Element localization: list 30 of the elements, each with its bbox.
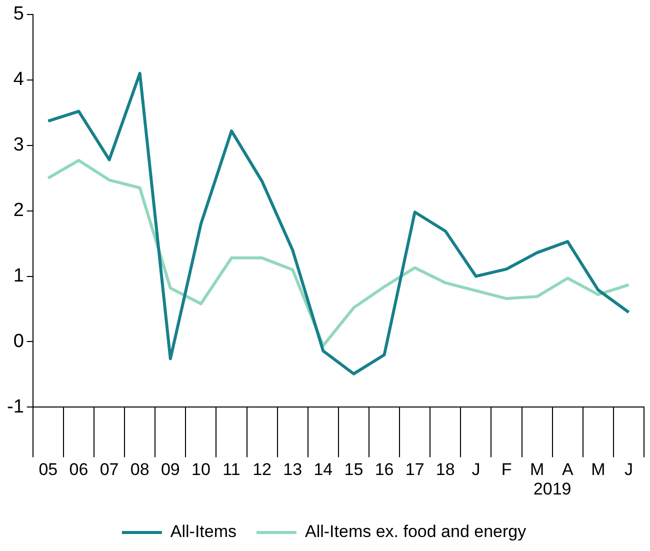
y-tick-label: 4 bbox=[13, 69, 24, 90]
text: 2019 bbox=[533, 480, 572, 499]
y-tick-label: 0 bbox=[13, 330, 24, 352]
x-tick-label: M bbox=[591, 460, 606, 480]
x-tick-label: 16 bbox=[374, 460, 394, 480]
x-tick-label: 08 bbox=[130, 460, 150, 480]
y-tick-label: 1 bbox=[13, 266, 24, 286]
x-tick-label: 18 bbox=[436, 460, 455, 480]
x-tick-label: 10 bbox=[191, 460, 210, 480]
x-tick-label: M bbox=[530, 460, 544, 480]
x-tick-label: 07 bbox=[100, 460, 119, 480]
legend-label: All-Items bbox=[170, 522, 237, 542]
x-tick-label: 15 bbox=[344, 460, 364, 480]
legend-label: All-Items ex. food and energy bbox=[305, 522, 527, 542]
x-tick-label: 11 bbox=[222, 460, 240, 480]
x-tick-label: 13 bbox=[283, 460, 302, 480]
x-tick-label: 09 bbox=[160, 460, 180, 480]
x-tick-label: J bbox=[472, 460, 480, 480]
x-tick-label: J bbox=[624, 460, 633, 480]
y-tick-label: -1 bbox=[6, 396, 24, 418]
x-tick-label: F bbox=[501, 460, 512, 480]
x-tick-label: 06 bbox=[69, 460, 88, 480]
x-tick-label: 12 bbox=[252, 460, 272, 480]
x-tick-label: A bbox=[562, 460, 574, 480]
y-tick-label: 2 bbox=[13, 200, 24, 222]
x-tick-label: 14 bbox=[314, 460, 333, 480]
y-tick-label: 3 bbox=[13, 134, 24, 156]
x-tick-label: 17 bbox=[405, 460, 424, 480]
y-tick-label: 5 bbox=[13, 4, 24, 25]
x-tick-label: 05 bbox=[38, 460, 58, 480]
